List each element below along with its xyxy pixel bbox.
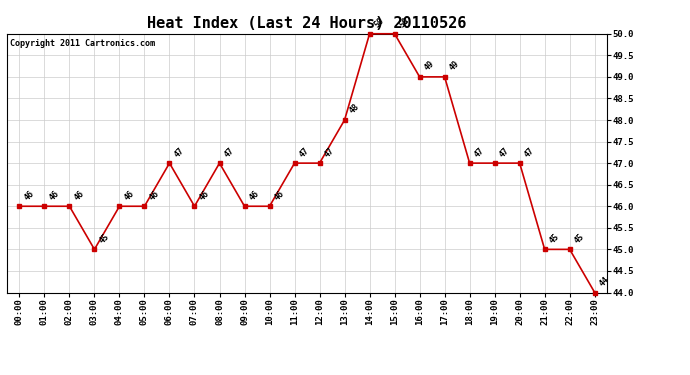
Text: 48: 48 — [347, 102, 361, 116]
Text: 47: 47 — [322, 146, 336, 159]
Text: 47: 47 — [222, 146, 236, 159]
Text: 46: 46 — [273, 189, 286, 202]
Text: 50: 50 — [397, 16, 411, 30]
Text: 47: 47 — [522, 146, 536, 159]
Title: Heat Index (Last 24 Hours) 20110526: Heat Index (Last 24 Hours) 20110526 — [148, 16, 466, 31]
Text: 45: 45 — [573, 232, 586, 245]
Text: 46: 46 — [147, 189, 161, 202]
Text: 47: 47 — [497, 146, 511, 159]
Text: 46: 46 — [122, 189, 136, 202]
Text: 49: 49 — [422, 59, 436, 73]
Text: 47: 47 — [297, 146, 310, 159]
Text: 46: 46 — [47, 189, 61, 202]
Text: 47: 47 — [473, 146, 486, 159]
Text: 46: 46 — [247, 189, 261, 202]
Text: 45: 45 — [97, 232, 110, 245]
Text: 46: 46 — [22, 189, 36, 202]
Text: 44: 44 — [598, 275, 611, 288]
Text: 49: 49 — [447, 59, 461, 73]
Text: 47: 47 — [172, 146, 186, 159]
Text: 46: 46 — [72, 189, 86, 202]
Text: 50: 50 — [373, 16, 386, 30]
Text: 46: 46 — [197, 189, 210, 202]
Text: 45: 45 — [547, 232, 561, 245]
Text: Copyright 2011 Cartronics.com: Copyright 2011 Cartronics.com — [10, 39, 155, 48]
